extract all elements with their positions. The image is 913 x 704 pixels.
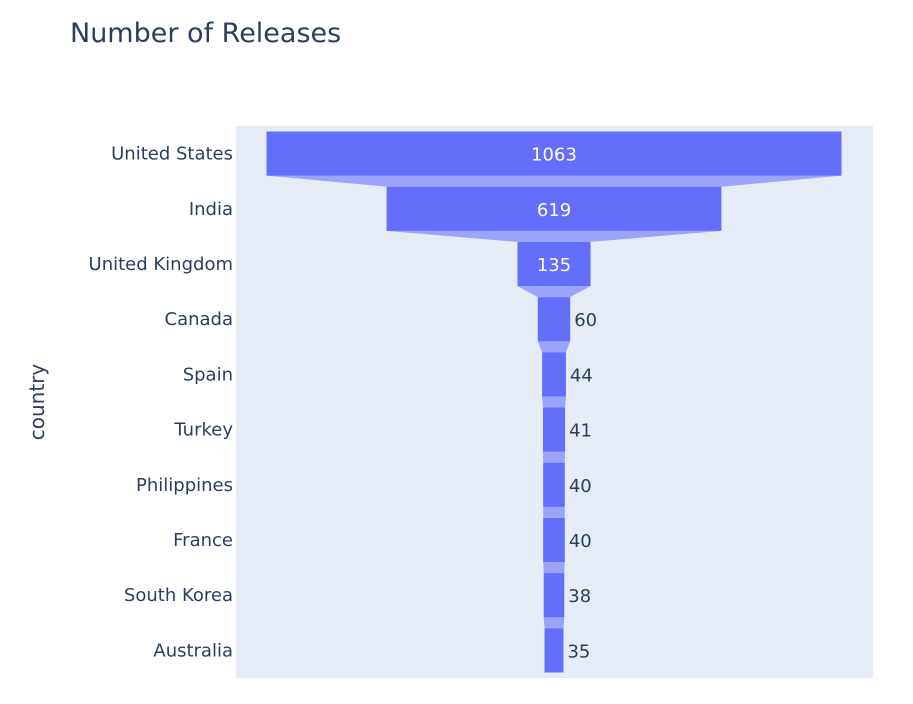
funnel-bar[interactable] <box>543 517 565 563</box>
bar-layer <box>266 131 842 673</box>
value-label: 40 <box>569 476 592 497</box>
funnel-bar[interactable] <box>542 352 566 397</box>
value-label: 1063 <box>531 145 577 166</box>
funnel-connector <box>543 617 565 629</box>
funnel-bar[interactable] <box>543 573 565 618</box>
funnel-connector <box>386 230 722 242</box>
category-tick-label: Turkey <box>173 420 233 441</box>
funnel-connector <box>266 175 842 187</box>
category-tick-layer: United States India United Kingdom Canada Sp… <box>89 144 234 662</box>
funnel-connector <box>543 562 565 574</box>
category-tick-label: Spain <box>183 364 233 385</box>
value-label: 40 <box>569 531 592 552</box>
value-label: 44 <box>570 365 593 386</box>
funnel-connector <box>537 341 571 353</box>
category-tick-label: Australia <box>153 640 233 661</box>
value-label: 35 <box>567 641 590 662</box>
category-tick-label: France <box>173 530 233 551</box>
funnel-bar[interactable] <box>537 297 571 342</box>
value-label: 619 <box>537 200 571 221</box>
funnel-connector <box>543 506 565 518</box>
value-label: 41 <box>569 421 592 442</box>
value-label: 60 <box>574 310 597 331</box>
funnel-bar[interactable] <box>266 131 842 176</box>
value-label-layer: 1063 619 135 60 44 41 40 40 38 35 <box>531 145 597 663</box>
funnel-bar[interactable] <box>542 407 566 452</box>
category-tick-label: Canada <box>165 309 234 330</box>
value-label: 135 <box>537 255 571 276</box>
category-tick-label: South Korea <box>124 585 233 606</box>
category-tick-label: United States <box>111 144 233 165</box>
funnel-bar[interactable] <box>517 241 591 287</box>
funnel-bar[interactable] <box>544 628 564 673</box>
chart-title: Number of Releases <box>70 18 342 49</box>
category-tick-label: United Kingdom <box>89 254 233 275</box>
funnel-connector <box>542 451 566 463</box>
funnel-bar[interactable] <box>543 462 565 507</box>
funnel-bar[interactable] <box>386 186 722 231</box>
category-tick-label: India <box>189 199 233 220</box>
connector-layer <box>266 175 842 629</box>
funnel-connector <box>542 396 566 408</box>
y-axis-title: country <box>25 364 49 441</box>
funnel-connector <box>517 286 591 298</box>
value-label: 38 <box>568 586 591 607</box>
category-tick-label: Philippines <box>136 475 233 496</box>
